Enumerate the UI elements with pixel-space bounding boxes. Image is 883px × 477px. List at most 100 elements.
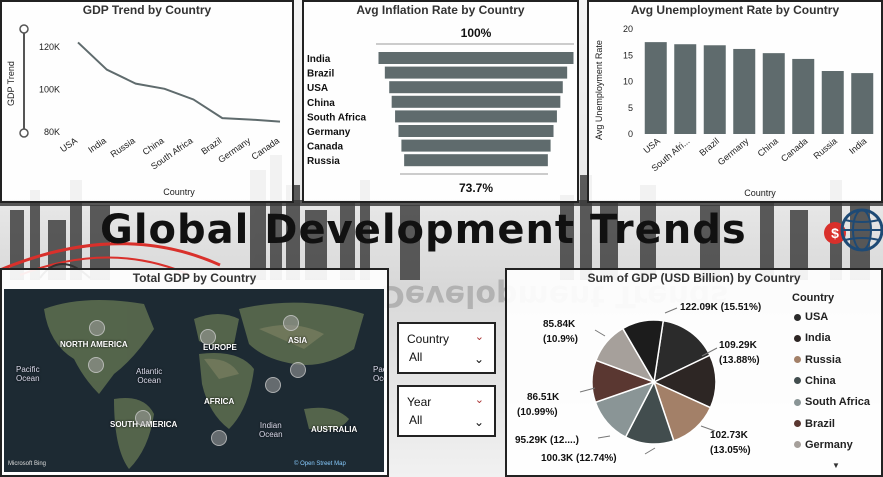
pie-slice[interactable] <box>652 354 717 409</box>
legend-item[interactable]: Germany <box>794 439 853 451</box>
legend-scroll-down-icon[interactable]: ▼ <box>832 461 840 470</box>
pie-label-china: 100.3K (12.74%) <box>541 453 617 464</box>
funnel-bar[interactable] <box>384 66 568 79</box>
legend-label: USA <box>805 311 829 323</box>
unemployment-bar[interactable] <box>821 71 844 134</box>
map-label-australia: AUSTRALIA <box>311 425 358 434</box>
unemployment-title: Avg Unemployment Rate by Country <box>630 3 840 17</box>
unemployment-bar[interactable] <box>644 42 667 134</box>
legend-item[interactable]: China <box>794 375 836 387</box>
city-skyline-background <box>0 155 883 280</box>
map-bubble-china[interactable] <box>290 362 306 378</box>
funnel-category-label: Russia <box>307 156 340 167</box>
x-tick-label: Germany <box>716 136 751 168</box>
funnel-bar[interactable] <box>404 154 548 167</box>
pie-label-india-pct: (13.88%) <box>719 355 760 366</box>
map-label-north-america: NORTH AMERICA <box>60 340 128 349</box>
unemployment-bar[interactable] <box>792 58 815 134</box>
legend-swatch <box>794 420 801 428</box>
legend-swatch <box>794 334 801 342</box>
pie-label-south-africa: 95.29K (12....) <box>515 435 579 446</box>
funnel-category-label: USA <box>307 83 328 94</box>
pie-label-brazil-value: 86.51K <box>527 392 560 403</box>
y-tick-label: 120K <box>39 42 60 52</box>
legend-item[interactable]: South Africa <box>794 396 870 408</box>
funnel-bar[interactable] <box>398 125 554 137</box>
collapse-chevron-icon[interactable]: ⌄ <box>474 331 484 343</box>
unemployment-bar[interactable] <box>703 45 726 134</box>
map-bubble-south-africa[interactable] <box>211 430 227 446</box>
y-tick-label: 0 <box>628 129 633 139</box>
legend-item[interactable]: India <box>794 332 831 344</box>
map-landmass <box>44 300 364 469</box>
y-axis-label: GDP Trend <box>6 61 16 106</box>
x-tick-label: India <box>847 136 868 156</box>
pie-label-india-value: 109.29K <box>719 340 758 351</box>
x-tick-label: India <box>86 135 108 154</box>
country-slicer[interactable]: Country ⌄ All ⌄ <box>397 322 496 374</box>
year-slicer-value[interactable]: All <box>409 413 423 427</box>
map-label-asia: ASIA <box>288 336 308 345</box>
unemployment-bar[interactable] <box>762 53 785 134</box>
legend-item[interactable]: USA <box>794 311 828 323</box>
x-tick-label: USA <box>641 136 662 156</box>
map-bubble-usa[interactable] <box>88 357 104 373</box>
pie-label-germany-value: 85.84K <box>543 319 576 330</box>
legend-item[interactable]: Russia <box>794 354 841 366</box>
map-bubble-russia[interactable] <box>283 315 299 331</box>
pie-slice[interactable] <box>621 319 665 385</box>
x-tick-label: Brazil <box>697 136 721 158</box>
funnel-category-label: Germany <box>307 127 351 138</box>
legend-swatch <box>794 441 801 449</box>
pie-label-germany-pct: (10.9%) <box>543 334 578 345</box>
funnel-category-label: South Africa <box>307 112 367 123</box>
pie-label-usa: 122.09K (15.51%) <box>680 302 761 313</box>
funnel-category-label: Brazil <box>307 69 334 80</box>
chevron-down-icon[interactable]: ⌄ <box>473 415 484 429</box>
inflation-funnel-chart: 100% India Brazil USA China South Africa Germ… <box>307 26 574 195</box>
unemployment-bar[interactable] <box>674 44 697 134</box>
unemployment-panel: Avg Unemployment Rate by Country Avg Une… <box>587 0 883 203</box>
svg-text:$: $ <box>831 225 839 241</box>
unemployment-bar[interactable] <box>851 73 874 134</box>
osm-attribution-link[interactable]: © Open Street Map <box>294 461 346 467</box>
funnel-bar[interactable] <box>389 81 563 94</box>
gdp-trend-panel: GDP Trend by Country GDP Trend 120K 100K 8… <box>0 0 294 203</box>
inflation-panel: Avg Inflation Rate by Country 100% India… <box>302 0 579 203</box>
funnel-bar[interactable] <box>395 110 557 123</box>
pie-label-brazil-pct: (10.99%) <box>517 407 558 418</box>
legend-label: China <box>805 374 836 387</box>
y-tick-label: 5 <box>628 103 633 113</box>
funnel-bar[interactable] <box>378 52 574 64</box>
map-label-atlantic: Atlantic Ocean <box>136 367 163 385</box>
legend-label: Brazil <box>805 417 835 430</box>
map-bubble-germany[interactable] <box>200 329 216 345</box>
pie-slice[interactable] <box>653 319 711 384</box>
country-slicer-value[interactable]: All <box>409 350 423 364</box>
funnel-bar[interactable] <box>391 95 561 108</box>
unemployment-bar[interactable] <box>733 48 756 135</box>
bing-logo: Microsoft Bing <box>8 461 47 467</box>
range-slider[interactable] <box>19 24 29 138</box>
x-axis-label: Country <box>744 188 776 198</box>
funnel-bar[interactable] <box>401 139 551 152</box>
funnel-category-label: India <box>307 54 331 65</box>
collapse-chevron-icon[interactable]: ⌄ <box>474 394 484 406</box>
funnel-bottom-label: 73.7% <box>459 181 493 195</box>
y-tick-label: 80K <box>44 127 60 137</box>
world-map[interactable]: NORTH AMERICA EUROPE ASIA AFRICA SOUTH A… <box>4 289 384 472</box>
pie-label-russia-value: 102.73K <box>710 430 749 441</box>
y-axis-label: Avg Unemployment Rate <box>594 40 604 140</box>
map-bubble-india[interactable] <box>265 377 281 393</box>
year-slicer[interactable]: Year ⌄ All ⌄ <box>397 385 496 437</box>
dashboard-title: Global Development Trends <box>100 207 747 253</box>
x-tick-label: Canada <box>779 136 810 164</box>
map-bubble-brazil[interactable] <box>135 410 151 426</box>
x-axis-label: Country <box>163 187 195 197</box>
globe-dollar-icon: $ <box>824 208 883 252</box>
legend-swatch <box>794 398 801 406</box>
legend-item[interactable]: Brazil <box>794 418 835 430</box>
pie-legend-title: Country <box>792 292 835 304</box>
map-bubble-canada[interactable] <box>89 320 105 336</box>
chevron-down-icon[interactable]: ⌄ <box>473 352 484 366</box>
